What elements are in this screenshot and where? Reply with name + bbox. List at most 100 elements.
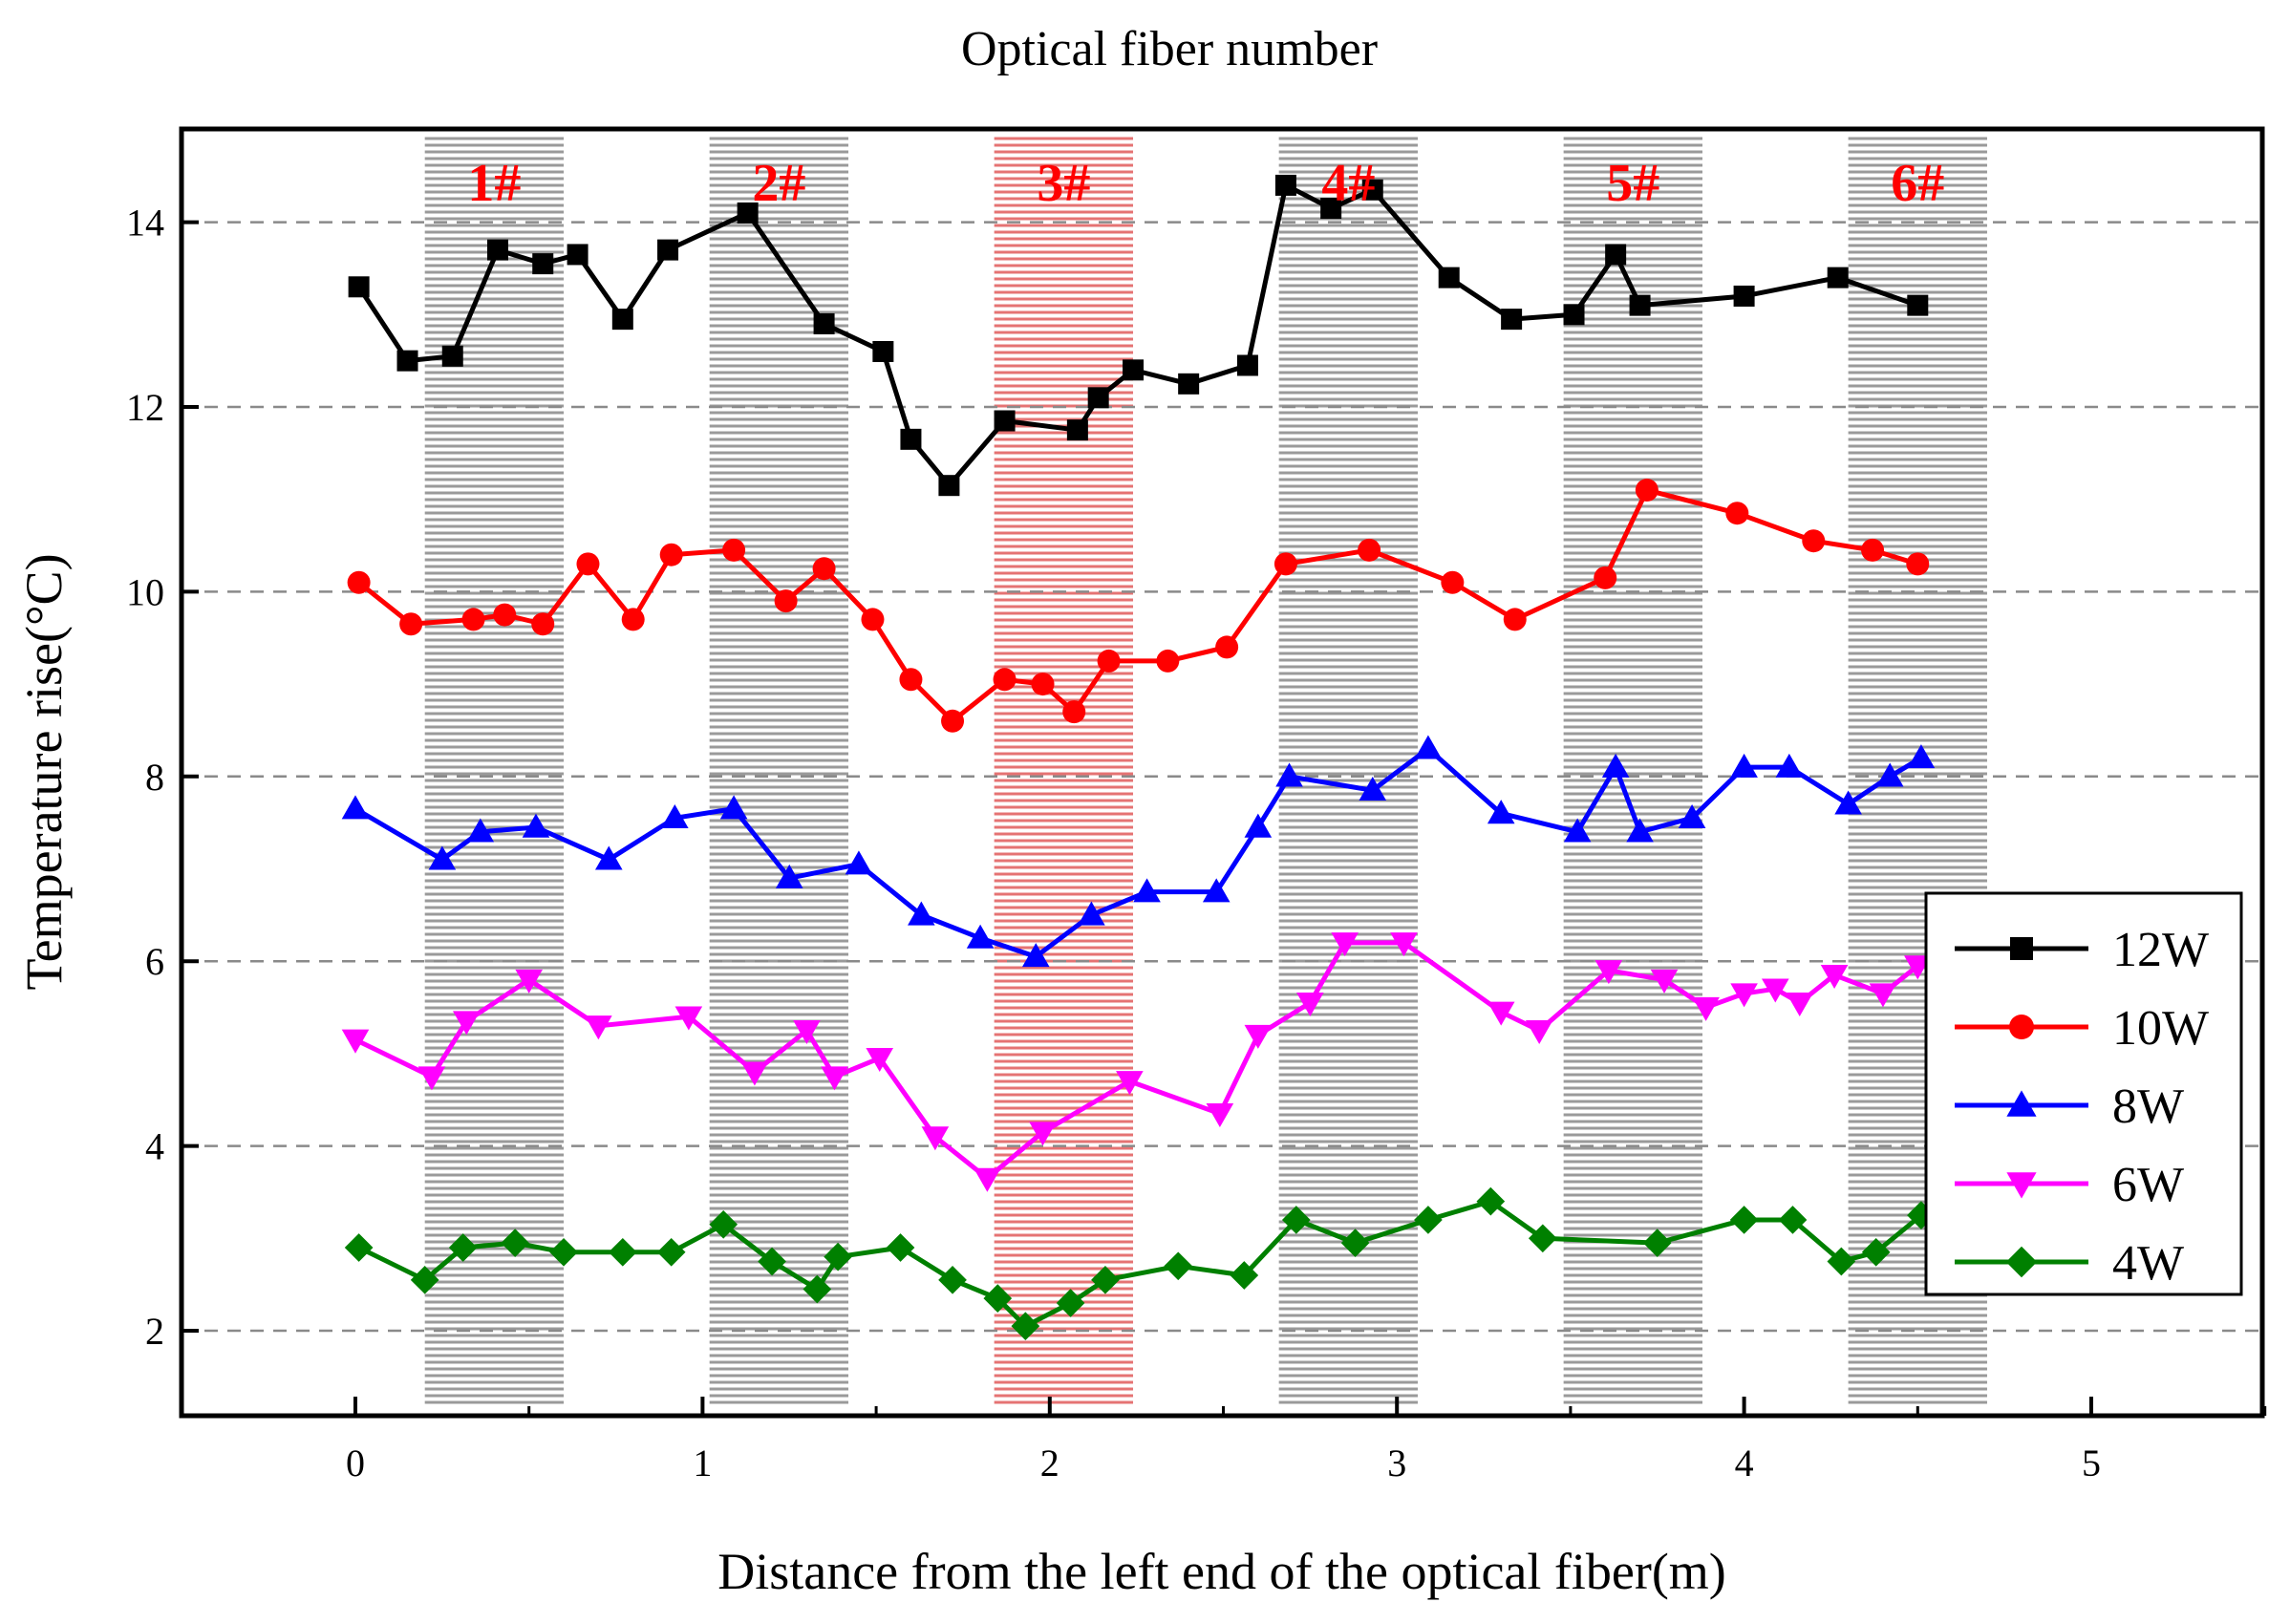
data-point [719, 795, 748, 820]
legend-marker [2010, 937, 2033, 960]
data-point [1563, 818, 1592, 843]
data-point [737, 202, 759, 224]
series-line [357, 487, 1919, 724]
data-point [861, 608, 885, 631]
x-axis-label: Distance from the left end of the optica… [717, 1543, 1726, 1600]
data-point [821, 1066, 848, 1091]
data-point [1296, 992, 1324, 1017]
legend-item: 4W [1955, 1236, 2184, 1291]
data-point [1503, 608, 1527, 631]
fiber-band-label: 3# [1037, 154, 1090, 213]
data-point [1011, 1312, 1040, 1341]
data-point [611, 309, 633, 331]
data-point [775, 864, 803, 888]
legend-item: 12W [1955, 923, 2209, 977]
data-point [983, 1284, 1013, 1314]
data-point [1904, 955, 1932, 980]
legend-box [1924, 891, 2243, 1296]
data-point [1273, 552, 1297, 576]
data-point [594, 845, 623, 870]
data-point [1802, 529, 1826, 553]
legend-item: 8W [1955, 1079, 2184, 1134]
fiber-band-label: 1# [467, 154, 521, 213]
data-point [428, 845, 457, 870]
y-tick-label: 10 [126, 570, 164, 613]
data-point [608, 1237, 637, 1267]
legend: 12W 10W 8W 6W 4W [1924, 891, 2243, 1296]
data-point [341, 1029, 370, 1054]
data-point [344, 1233, 374, 1262]
data-point [1729, 1206, 1759, 1234]
data-point [417, 1066, 446, 1091]
data-point [1133, 878, 1161, 903]
data-point [1178, 373, 1200, 395]
data-point [1244, 813, 1273, 838]
series-10W [347, 479, 1930, 733]
data-point [1678, 804, 1706, 829]
data-point [1827, 1247, 1856, 1276]
data-point [1275, 762, 1303, 787]
data-point [1594, 960, 1623, 985]
x-tick-label: 3 [1387, 1442, 1406, 1485]
x-tick-label: 5 [2082, 1442, 2101, 1485]
data-point [1907, 294, 1929, 316]
data-point [486, 239, 508, 261]
x-tick-label: 1 [693, 1442, 712, 1485]
data-point [1390, 932, 1418, 957]
data-point [740, 1061, 769, 1086]
data-point [1733, 285, 1755, 307]
data-point [938, 475, 960, 497]
data-point [908, 901, 935, 926]
data-point [1626, 818, 1654, 843]
data-point [515, 969, 543, 994]
data-point [1029, 1122, 1057, 1146]
data-point [493, 603, 517, 627]
y-tick-label: 6 [145, 940, 164, 983]
data-point [1861, 538, 1885, 562]
fiber-band [1563, 137, 1702, 1404]
y-tick-label: 12 [126, 386, 164, 429]
data-point [1601, 753, 1630, 778]
data-point [1414, 735, 1443, 759]
series-layer [341, 174, 1936, 1341]
legend-label: 8W [2112, 1079, 2184, 1134]
data-point [441, 345, 463, 367]
data-point [1097, 649, 1121, 673]
data-point [872, 340, 894, 362]
y-tick-label: 14 [126, 202, 164, 245]
data-point [1827, 267, 1849, 288]
y-tick-label: 2 [145, 1310, 164, 1353]
fiber-band-labels: 1# 2# 3# 4# 5# 6# [467, 154, 1944, 213]
legend-item: 6W [1955, 1158, 2184, 1212]
data-point [994, 410, 1016, 432]
data-point [1906, 552, 1930, 576]
data-point [410, 1265, 439, 1294]
data-point [900, 428, 922, 450]
data-point [1730, 753, 1758, 778]
data-point [1635, 479, 1659, 502]
legend-label: 6W [2112, 1158, 2184, 1212]
data-point [1438, 267, 1460, 288]
data-point [1563, 304, 1585, 326]
data-point [461, 608, 485, 631]
data-point [661, 804, 689, 829]
data-point [845, 850, 873, 875]
data-point [396, 350, 418, 372]
data-point [1031, 673, 1055, 696]
data-point [567, 244, 589, 266]
data-point [1642, 1229, 1672, 1257]
legend-label: 12W [2112, 923, 2209, 977]
fiber-band-label: 2# [752, 154, 805, 213]
data-point [1202, 878, 1231, 903]
data-point [1820, 964, 1849, 990]
data-point [1441, 570, 1465, 594]
series-6W [341, 932, 1932, 1192]
data-point [1528, 1224, 1557, 1253]
y-axis-label: Temperature rise(°C) [15, 553, 73, 990]
data-point [1487, 1001, 1515, 1026]
data-point [576, 552, 600, 576]
data-point [1320, 198, 1342, 220]
series-12W [348, 174, 1929, 497]
data-point [812, 557, 836, 581]
